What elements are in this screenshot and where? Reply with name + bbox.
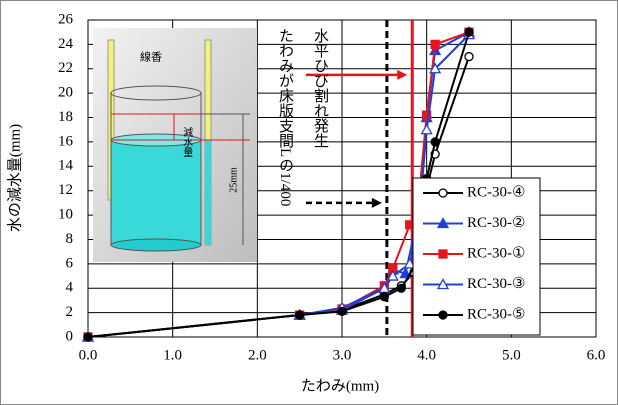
data-point	[431, 40, 439, 48]
data-point	[338, 307, 346, 315]
x-tick-label: 1.0	[163, 347, 182, 363]
data-point	[397, 284, 405, 292]
inset-diagram: 線香 減水量 25mm	[93, 28, 257, 262]
data-point	[431, 138, 439, 146]
y-tick-label: 26	[58, 11, 74, 27]
data-point	[84, 333, 92, 341]
y-tick-label: 4	[66, 280, 74, 296]
data-point	[296, 311, 304, 319]
data-point	[465, 28, 473, 36]
x-axis-title: たわみ(mm)	[301, 377, 379, 394]
y-tick-label: 8	[66, 231, 74, 247]
cylinder-bottom	[111, 239, 201, 251]
legend-marker	[439, 311, 447, 319]
data-point	[465, 53, 473, 61]
x-tick-label: 6.0	[587, 347, 606, 363]
legend-label: RC-30-②	[467, 215, 525, 231]
data-point	[380, 293, 388, 301]
y-tick-label: 24	[58, 36, 74, 52]
y-tick-label: 2	[66, 304, 74, 320]
inset-label: 線香	[140, 50, 162, 64]
y-tick-label: 14	[58, 158, 74, 174]
legend-marker	[439, 250, 447, 258]
y-tick-label: 20	[58, 85, 73, 101]
y-tick-label: 10	[58, 207, 73, 223]
annotation: 水平ひび割れ発生	[312, 28, 329, 148]
y-tick-label: 6	[66, 255, 74, 271]
y-axis-title: 水の減水量(mm)	[6, 124, 23, 232]
legend-label: RC-30-①	[467, 245, 525, 261]
y-tick-label: 22	[58, 60, 73, 76]
legend-label: RC-30-⑤	[467, 306, 525, 322]
legend-label: RC-30-④	[467, 184, 525, 200]
y-tick-label: 16	[58, 133, 74, 149]
x-tick-label: 3.0	[333, 347, 352, 363]
legend-marker	[439, 189, 447, 197]
y-tick-label: 18	[58, 109, 73, 125]
legend-label: RC-30-③	[467, 276, 525, 292]
x-tick-label: 0.0	[79, 347, 98, 363]
annotation: たわみが床版支間Lの1/400	[277, 28, 294, 206]
inset-label: 25mm	[228, 167, 239, 193]
chart: 線香 減水量 25mm たわみ(mm) 水の減水量(mm) 0246810121…	[0, 0, 618, 405]
y-tick-label: 12	[58, 182, 73, 198]
x-tick-label: 2.0	[248, 347, 267, 363]
x-tick-label: 5.0	[502, 347, 521, 363]
y-tick-label: 0	[66, 328, 74, 344]
x-tick-label: 4.0	[417, 347, 436, 363]
incense-water	[205, 140, 211, 245]
inset-label: 減水量	[181, 126, 193, 157]
